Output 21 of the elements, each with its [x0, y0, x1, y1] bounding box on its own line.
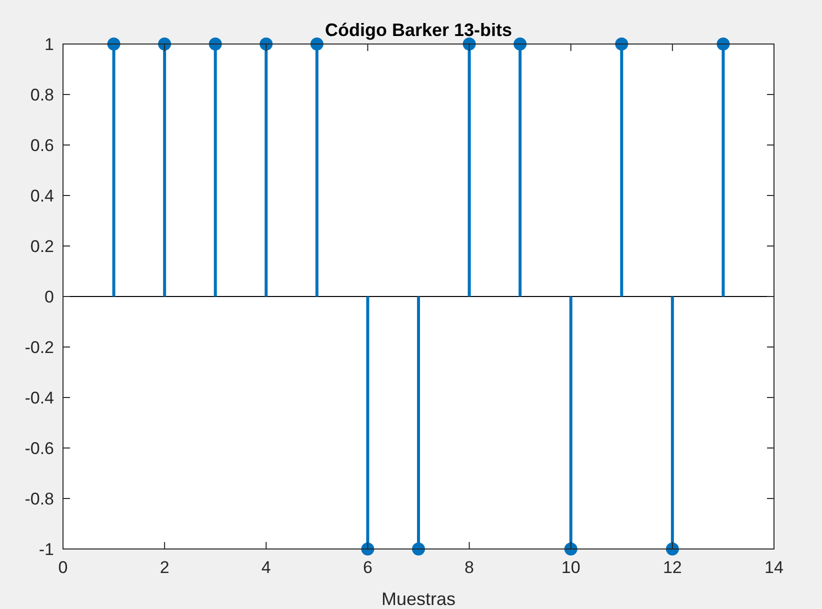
y-tick-label: -0.6 — [24, 438, 54, 458]
y-tick-label: 0.4 — [30, 186, 54, 206]
x-tick-label: 4 — [261, 558, 271, 577]
chart-title: Código Barker 13-bits — [324, 20, 512, 40]
y-tick-label: 0.6 — [30, 136, 54, 155]
x-tick-label: 0 — [58, 558, 68, 577]
y-tick-label: 1 — [44, 34, 54, 54]
x-tick-label: 12 — [662, 558, 682, 577]
y-tick-label: -1 — [38, 540, 54, 559]
y-tick-label: -0.8 — [24, 489, 54, 508]
x-tick-label: 14 — [764, 558, 784, 577]
y-tick-label: 0.8 — [30, 85, 54, 104]
y-tick-label: -0.4 — [24, 388, 54, 408]
x-tick-label: 8 — [464, 558, 474, 577]
x-axis-title: Muestras — [381, 589, 456, 609]
y-tick-label: -0.2 — [24, 338, 54, 357]
x-tick-label: 6 — [362, 558, 372, 577]
x-tick-label: 10 — [561, 558, 580, 577]
y-tick-label: 0.2 — [30, 236, 54, 256]
y-tick-label: 0 — [44, 287, 54, 306]
x-tick-label: 2 — [160, 558, 170, 577]
